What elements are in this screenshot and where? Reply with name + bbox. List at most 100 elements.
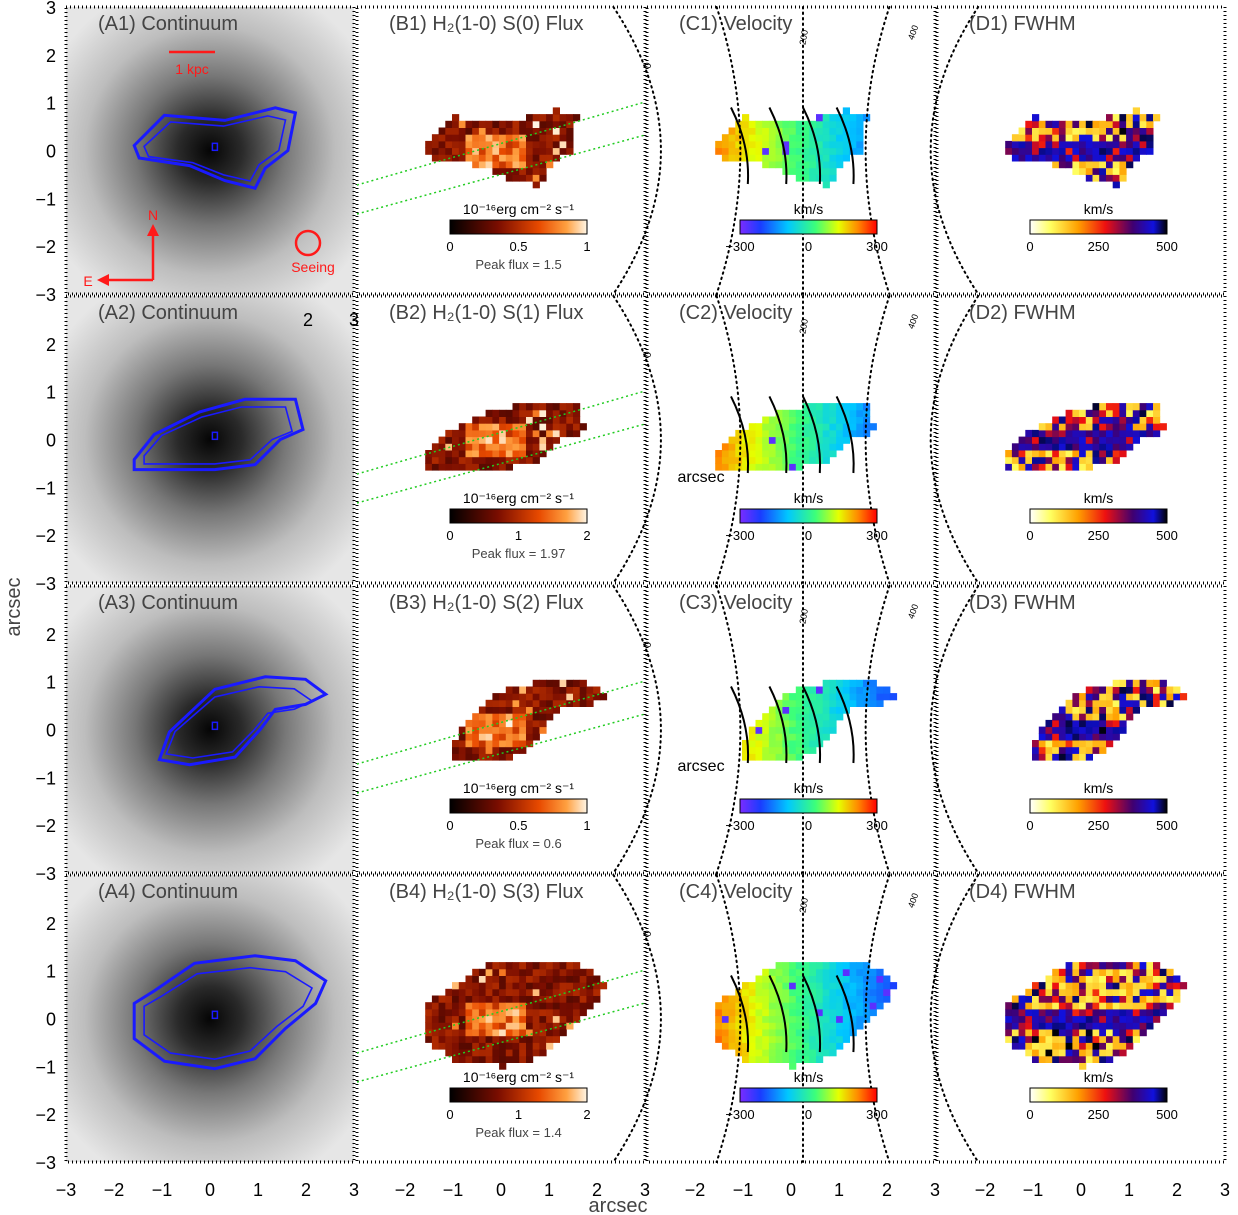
data-pixel [1092,436,1100,444]
data-pixel [1132,693,1140,701]
data-pixel [472,1022,480,1030]
data-pixel [505,134,513,142]
data-pixel [755,429,763,438]
data-pixel [499,1015,507,1023]
data-pixel [1173,686,1181,694]
data-pixel [768,968,777,976]
data-pixel [1146,134,1154,142]
data-pixel [869,975,877,983]
data-pixel [1079,719,1087,728]
data-pixel [1038,456,1046,464]
data-pixel [1099,1055,1107,1063]
data-pixel [1146,1022,1154,1030]
data-pixel [1038,140,1046,149]
data-pixel [552,120,560,128]
data-pixel [789,134,797,142]
data-pixel [1099,988,1107,996]
data-pixel [822,450,830,458]
data-pixel [452,1002,460,1010]
data-pixel [465,463,473,471]
panel-title: (C2) Velocity [679,302,792,324]
data-pixel [559,140,567,149]
data-pixel [552,962,560,970]
data-pixel [829,436,837,444]
data-pixel [485,1035,493,1043]
data-pixel [1139,693,1147,701]
data-pixel [452,753,460,761]
data-pixel [566,1022,574,1030]
data-pixel [1146,686,1154,694]
data-pixel [532,679,540,687]
data-pixel [1132,107,1140,115]
contour-label-400: 400 [906,892,921,910]
data-pixel [1132,1022,1140,1030]
data-pixel [465,975,473,983]
data-pixel [1119,1035,1127,1043]
data-pixel [485,1015,493,1023]
data-pixel [802,740,810,748]
x-tick-label: −2 [104,1180,125,1200]
data-pixel [1166,988,1174,996]
data-pixel [721,1029,730,1037]
data-pixel [1159,1002,1167,1010]
data-pixel [526,409,534,417]
data-pixel [539,719,547,728]
data-pixel [532,706,540,714]
data-pixel [849,1002,857,1010]
data-pixel [465,1029,473,1037]
data-pixel [1038,154,1046,162]
data-pixel [795,962,803,970]
data-pixel [579,686,587,694]
data-pixel [1092,423,1100,431]
data-pixel [768,1029,777,1037]
data-pixel [775,753,783,761]
data-pixel [519,1002,527,1010]
data-pixel [836,1002,844,1010]
data-pixel [499,699,507,707]
data-pixel [1126,1042,1134,1050]
data-pixel [748,1035,756,1043]
data-pixel [431,450,440,458]
data-pixel [829,1029,837,1037]
data-pixel [1159,1008,1167,1017]
data-pixel [802,167,810,175]
data-pixel [822,443,830,451]
data-pixel [499,140,507,149]
data-pixel [579,1008,587,1017]
data-pixel [809,1002,817,1010]
data-pixel [492,740,500,748]
data-pixel [856,114,864,122]
data-pixel [836,127,844,135]
data-pixel [505,733,513,741]
data-pixel [1159,968,1167,976]
data-pixel [809,403,817,411]
colorbar-tick-label: 1 [515,528,522,543]
data-pixel [1126,968,1134,976]
data-pixel [1126,706,1134,714]
data-pixel [836,962,844,970]
data-pixel [1166,1002,1174,1010]
data-pixel [1045,753,1053,761]
data-pixel [802,1015,810,1023]
data-pixel [1085,740,1093,748]
data-pixel [1072,968,1080,976]
data-pixel [546,403,554,411]
data-pixel [438,443,446,451]
data-pixel [1072,995,1080,1003]
data-pixel [789,127,797,135]
colorbar-tick-label: 300 [866,818,888,833]
data-pixel [755,1035,763,1043]
data-pixel [856,1008,864,1017]
data-pixel [452,1042,460,1050]
data-pixel [519,719,527,728]
data-pixel [1052,140,1060,149]
data-pixel [755,988,763,996]
data-pixel [822,733,830,741]
data-pixel [505,463,513,471]
data-pixel [512,167,520,175]
data-pixel [721,456,730,464]
data-pixel [526,436,534,444]
data-pixel [478,436,487,444]
data-pixel [1106,962,1114,970]
data-pixel [526,726,534,734]
